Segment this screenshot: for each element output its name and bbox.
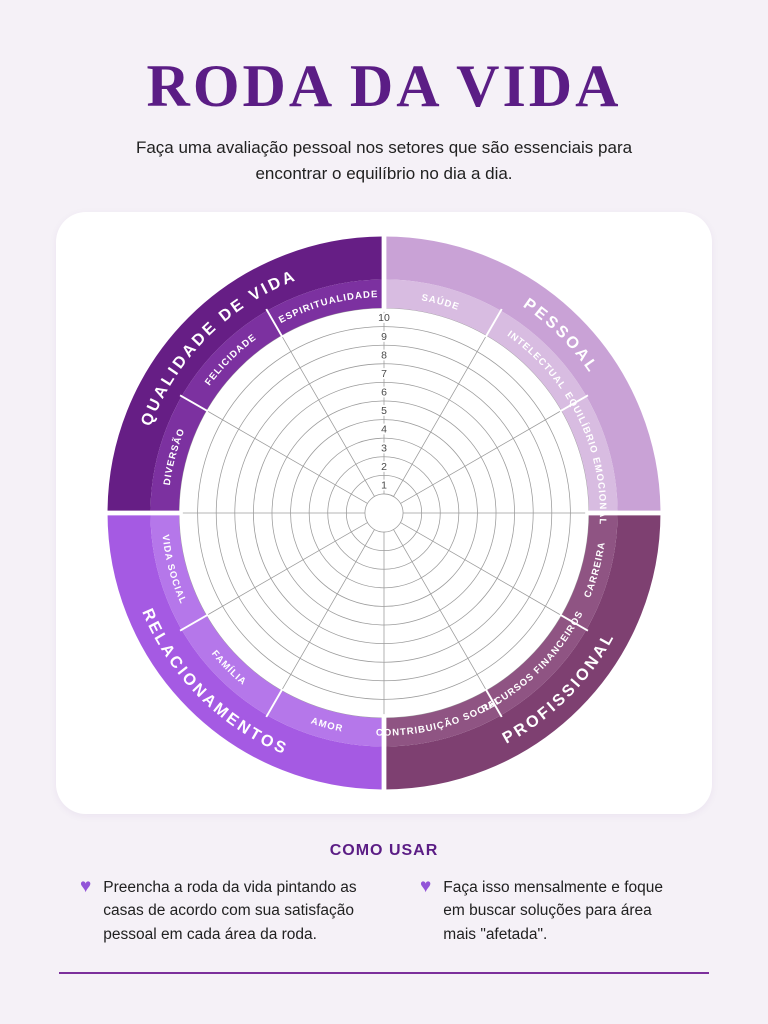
quadrant-band-qualidade-de-vida: [107, 236, 385, 514]
scale-number: 10: [378, 313, 390, 324]
segment-band-relacionamentos: [150, 512, 385, 747]
scale-number: 5: [381, 406, 387, 417]
quadrant-band-profissional: [383, 512, 661, 790]
page-subtitle: Faça uma avaliação pessoal nos setores q…: [135, 138, 633, 183]
scale-number: 1: [381, 480, 387, 491]
tip-item: ♥ Preencha a roda da vida pintando as ca…: [80, 876, 372, 946]
tip-item: ♥ Faça isso mensalmente e foque em busca…: [420, 876, 688, 946]
band-separators: [101, 230, 667, 796]
segment-band-profissional: [383, 512, 618, 747]
tip-text: Preencha a roda da vida pintando as casa…: [103, 879, 357, 943]
quadrant-band-relacionamentos: [107, 512, 385, 790]
quadrant-band-pessoal: [383, 236, 661, 514]
bottom-divider: [59, 971, 709, 974]
wheel-card: 1 2 3 4 5 6 7 8 9 10: [56, 212, 712, 814]
scale-number: 9: [381, 332, 387, 343]
wheel-of-life-chart[interactable]: 1 2 3 4 5 6 7 8 9 10: [98, 227, 670, 799]
scale-number: 4: [381, 425, 387, 436]
segment-band-pessoal: [383, 279, 618, 514]
page-title: RODA DA VIDA: [146, 53, 622, 119]
segment-band-qualidade-de-vida: [150, 279, 385, 514]
how-to-use-tips: ♥ Preencha a roda da vida pintando as ca…: [0, 876, 768, 946]
scale-number: 3: [381, 443, 387, 454]
tip-text: Faça isso mensalmente e foque em buscar …: [443, 879, 663, 943]
scale-number: 7: [381, 369, 387, 380]
heart-icon: ♥: [420, 876, 432, 897]
scale-number: 8: [381, 350, 387, 361]
how-to-use-title: COMO USAR: [329, 842, 439, 859]
heart-icon: ♥: [80, 876, 92, 897]
scale-number: 6: [381, 388, 387, 399]
wheel-scale: 1 2 3 4 5 6 7 8 9 10: [376, 311, 392, 493]
scale-number: 2: [381, 462, 387, 473]
